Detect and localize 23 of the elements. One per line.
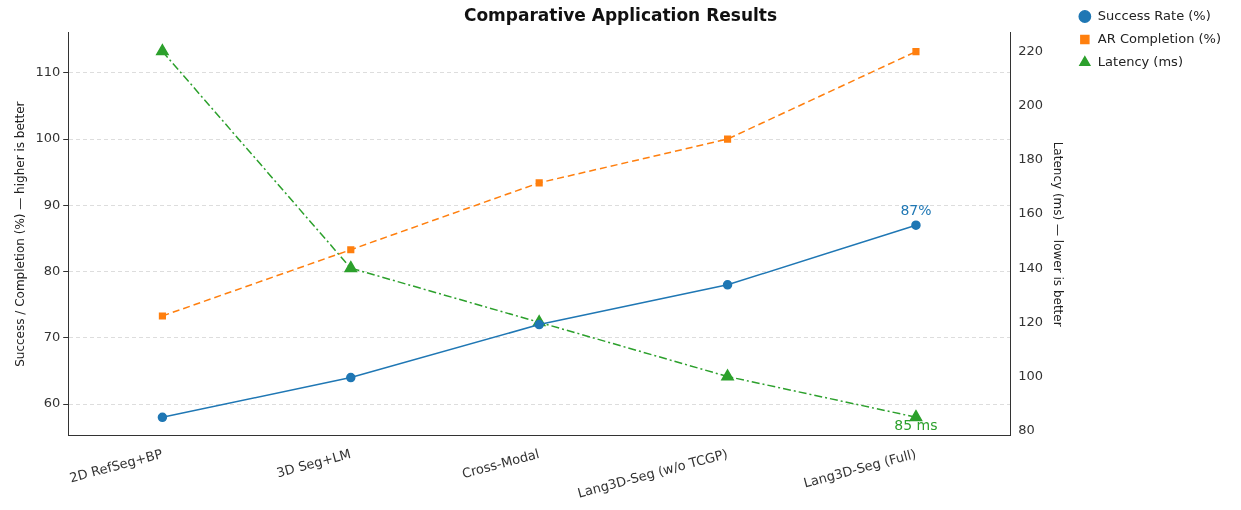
- legend-label: Latency (ms): [1097, 53, 1183, 69]
- y2-tick-label: 140: [1018, 259, 1043, 275]
- y2-tick-label: 220: [1018, 42, 1043, 58]
- chart-title: Comparative Application Results: [463, 4, 778, 25]
- y-tick-label: 60: [43, 395, 61, 411]
- y2-tick-label: 80: [1018, 422, 1035, 438]
- y2-tick-label: 120: [1018, 313, 1043, 329]
- y-tick-label: 100: [35, 130, 61, 146]
- legend-label: AR Completion (%): [1097, 30, 1222, 46]
- legend-label: Success Rate (%): [1097, 7, 1211, 23]
- x-tick-label: 3D Seg+LM: [274, 446, 353, 481]
- y2-tick-label: 160: [1018, 205, 1043, 221]
- y-axis-title: Success / Completion (%) — higher is better: [13, 101, 28, 367]
- y-tick-label: 110: [35, 64, 61, 80]
- y2-tick-label: 200: [1018, 96, 1043, 112]
- y2-axis-title: Latency (ms) — lower is better: [1051, 141, 1066, 327]
- data-label: 87%: [900, 201, 932, 218]
- y-tick-label: 90: [43, 196, 61, 212]
- y-tick-label: 80: [43, 262, 61, 278]
- data-label: 85 ms: [894, 416, 938, 433]
- y2-tick-label: 100: [1018, 367, 1043, 383]
- y2-tick-label: 180: [1018, 151, 1043, 167]
- y-tick-label: 70: [43, 329, 61, 345]
